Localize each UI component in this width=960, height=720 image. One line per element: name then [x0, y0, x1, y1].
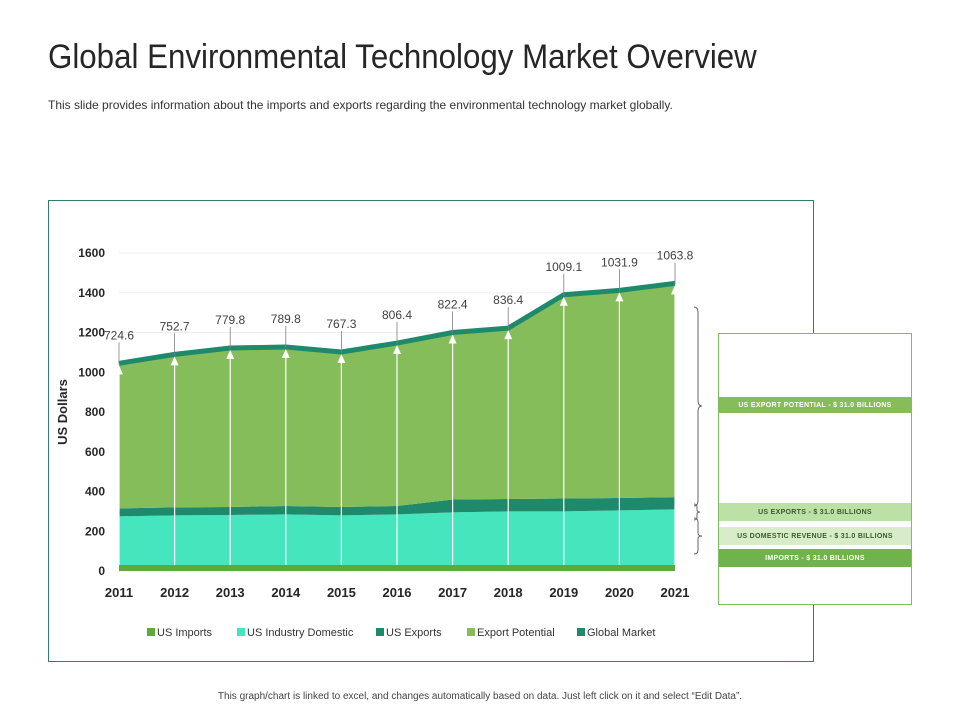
- legend-swatch: [147, 628, 155, 636]
- side-panel: US EXPORT POTENTIAL - $ 31.0 BILLIONS US…: [718, 333, 912, 605]
- chart-container[interactable]: 724.6 752.7 779.8 789.8 767.3 806.4 822.4 836.4…: [48, 200, 814, 662]
- value-arrow-head: [448, 334, 457, 344]
- y-tick-label: 800: [85, 405, 105, 419]
- y-tick-label: 1000: [78, 365, 105, 379]
- data-label: 836.4: [493, 293, 523, 307]
- value-arrow-head: [170, 356, 179, 366]
- y-axis-label: US Dollars: [55, 379, 70, 445]
- data-label: 1009.1: [545, 260, 582, 274]
- y-tick-label: 400: [85, 485, 105, 499]
- value-arrow-head: [671, 285, 679, 295]
- value-arrow-head: [393, 345, 401, 355]
- data-label: 779.8: [215, 313, 245, 327]
- side-label-us-exports: US EXPORTS - $ 31.0 BILLIONS: [719, 503, 911, 521]
- x-tick-label: 2012: [160, 585, 189, 600]
- legend-swatch: [237, 628, 245, 636]
- legend-swatch: [467, 628, 475, 636]
- data-label: 767.3: [326, 317, 356, 331]
- x-tick-label: 2013: [216, 585, 245, 600]
- value-arrow-head: [615, 292, 624, 302]
- brace-domestic-revenue: [693, 517, 703, 555]
- page-subtitle: This slide provides information about th…: [48, 98, 673, 112]
- side-label-imports: IMPORTS - $ 31.0 BILLIONS: [719, 549, 911, 567]
- x-tick-label: 2019: [549, 585, 578, 600]
- data-label: 752.7: [160, 319, 190, 333]
- legend-label: US Industry Domestic: [247, 627, 354, 639]
- y-tick-label: 200: [85, 524, 105, 538]
- y-tick-label: 1400: [78, 286, 105, 300]
- data-label: 789.8: [271, 312, 301, 326]
- x-tick-label: 2014: [271, 585, 301, 600]
- data-label: 806.4: [382, 308, 412, 322]
- value-arrow-head: [281, 349, 290, 359]
- legend-label: US Exports: [386, 627, 442, 639]
- value-arrow-head: [504, 330, 513, 340]
- data-label: 1031.9: [601, 255, 638, 269]
- data-label: 1063.8: [657, 248, 694, 262]
- value-arrow-head: [337, 353, 346, 363]
- y-tick-label: 600: [85, 445, 105, 459]
- value-arrow-head: [559, 296, 568, 306]
- footnote: This graph/chart is linked to excel, and…: [217, 691, 743, 702]
- legend-swatch: [577, 628, 585, 636]
- y-tick-label: 1600: [78, 246, 105, 260]
- data-label: 724.6: [104, 328, 134, 342]
- brace-connectors: [693, 306, 703, 555]
- legend-label: US Imports: [157, 627, 213, 639]
- x-tick-label: 2017: [438, 585, 467, 600]
- legend-swatch: [376, 628, 384, 636]
- legend-label: Export Potential: [477, 627, 555, 639]
- x-tick-label: 2020: [605, 585, 634, 600]
- value-arrow-head: [115, 365, 123, 375]
- y-tick-label: 0: [98, 564, 105, 578]
- y-tick-label: 1200: [78, 326, 105, 340]
- area-us-imports: [119, 565, 675, 571]
- value-arrow-head: [226, 350, 235, 360]
- page-title: Global Environmental Technology Market O…: [48, 38, 757, 76]
- area-chart[interactable]: 724.6 752.7 779.8 789.8 767.3 806.4 822.4 836.4…: [49, 201, 815, 663]
- x-tick-label: 2016: [383, 585, 412, 600]
- x-tick-label: 2018: [494, 585, 523, 600]
- brace-export-potential: [693, 306, 703, 507]
- x-tick-label: 2015: [327, 585, 356, 600]
- legend-label: Global Market: [587, 627, 655, 639]
- x-tick-label: 2011: [105, 585, 133, 600]
- side-label-domestic-revenue: US DOMESTIC REVENUE - $ 31.0 BILLIONS: [719, 527, 911, 545]
- side-label-export-potential: US EXPORT POTENTIAL - $ 31.0 BILLIONS: [719, 397, 911, 413]
- x-tick-label: 2021: [661, 585, 690, 600]
- data-label: 822.4: [438, 298, 468, 312]
